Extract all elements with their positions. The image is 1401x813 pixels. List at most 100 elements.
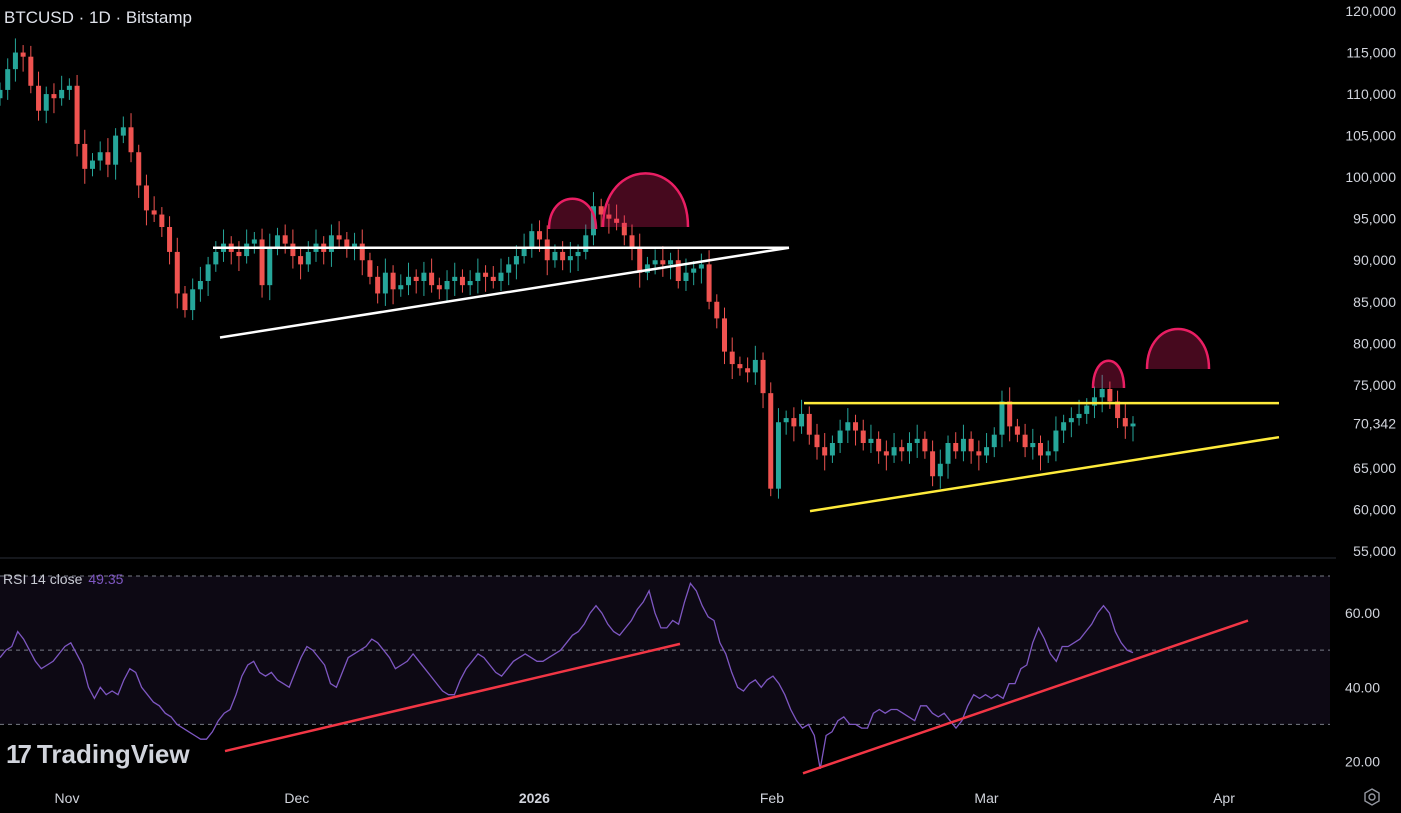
candle-body xyxy=(5,69,11,90)
time-tick-label: Nov xyxy=(55,790,80,806)
candle-body xyxy=(829,443,835,456)
candle-body xyxy=(436,285,442,290)
candle-body xyxy=(128,127,134,153)
price-axis[interactable]: 120,000 115,000 110,000 105,000 100,000 95,00… xyxy=(1340,3,1398,559)
candle-body xyxy=(891,447,897,456)
candle-body xyxy=(683,272,689,281)
candle-body xyxy=(490,276,496,281)
candle-body xyxy=(143,185,149,211)
candle-body xyxy=(267,247,273,286)
candle-body xyxy=(968,438,974,452)
candle-body xyxy=(344,239,350,248)
candle-body xyxy=(467,281,473,286)
candle-body xyxy=(1107,389,1113,402)
candle-body xyxy=(167,227,173,252)
candle-body xyxy=(459,276,465,286)
candle-body xyxy=(28,56,34,86)
candle-body xyxy=(922,438,928,452)
candle-body xyxy=(729,351,735,365)
candle-body xyxy=(1007,401,1013,427)
candle-body xyxy=(937,463,943,477)
tradingview-logo-text: TradingView xyxy=(36,739,190,769)
candle-body xyxy=(668,260,674,265)
pattern-arc xyxy=(1091,359,1126,389)
candle-body xyxy=(575,251,581,257)
candle-body xyxy=(405,276,411,286)
candle-body xyxy=(1091,397,1097,406)
time-tick-label: 2026 xyxy=(519,790,550,806)
candle-body xyxy=(174,251,180,294)
candle-body xyxy=(290,243,296,257)
candle-body xyxy=(752,359,758,373)
pattern-arc-fill xyxy=(549,198,596,229)
candle-body xyxy=(698,264,704,269)
candle-body xyxy=(799,413,805,427)
candle-body xyxy=(783,418,789,423)
rsi-pane[interactable] xyxy=(0,575,1330,775)
candle-body xyxy=(845,422,851,431)
candle-body xyxy=(336,235,342,240)
candle-body xyxy=(382,272,388,294)
pattern-arc xyxy=(1145,328,1211,370)
rsi-legend[interactable]: RSI 14 close 49.35 xyxy=(3,571,123,587)
candle-body xyxy=(298,256,304,265)
candle-body xyxy=(644,264,650,273)
rsi-axis: 60.00 40.00 20.00 xyxy=(1345,605,1380,769)
time-axis[interactable]: Nov Dec 2026 Feb Mar Apr xyxy=(55,790,1236,806)
time-tick-label: Dec xyxy=(284,790,309,806)
candle-body xyxy=(775,422,781,489)
settings-icon[interactable] xyxy=(1363,788,1381,806)
time-tick-label: Apr xyxy=(1213,790,1235,806)
time-tick-label: Feb xyxy=(760,790,784,806)
candle-body xyxy=(814,434,820,448)
candle-body xyxy=(328,235,334,252)
price-tick-label: 115,000 xyxy=(1346,45,1396,61)
candle-body xyxy=(791,418,797,427)
candle-body xyxy=(74,85,80,144)
tradingview-logo[interactable]: 17 TradingView xyxy=(6,739,190,770)
candle-body xyxy=(652,260,658,265)
candle-body xyxy=(483,272,489,277)
candle-body xyxy=(444,281,450,290)
candle-body xyxy=(51,94,57,99)
price-tick-label: 95,000 xyxy=(1353,211,1396,227)
candle-body xyxy=(590,206,596,236)
symbol-title[interactable]: BTCUSD · 1D · Bitstamp xyxy=(4,8,192,27)
candle-body xyxy=(305,251,311,265)
candle-body xyxy=(151,210,157,215)
candle-body xyxy=(1130,423,1136,427)
candle-body xyxy=(953,443,959,452)
candle-body xyxy=(12,52,18,70)
candle-body xyxy=(205,264,211,281)
rsi-trendline xyxy=(224,642,681,753)
candle-body xyxy=(868,438,874,443)
candle-body xyxy=(745,368,751,373)
pattern-arc xyxy=(601,172,690,228)
price-tick-label: 60,000 xyxy=(1353,501,1396,517)
candle-body xyxy=(883,451,889,456)
candle-body xyxy=(182,293,188,311)
rsi-label: RSI 14 close xyxy=(3,571,83,587)
candle-body xyxy=(113,135,119,165)
candle-body xyxy=(475,272,481,281)
candle-body xyxy=(945,443,951,464)
candle-body xyxy=(837,430,843,443)
candle-body xyxy=(274,235,280,248)
candle-body xyxy=(621,222,627,236)
price-tick-label: 105,000 xyxy=(1345,128,1396,144)
time-tick-label: Mar xyxy=(974,790,998,806)
candle-body xyxy=(737,364,743,369)
candle-body xyxy=(583,235,589,252)
triangle-1-lower-line xyxy=(219,246,790,339)
price-tick-label: 65,000 xyxy=(1353,460,1396,476)
candle-body xyxy=(1045,451,1051,456)
candle-body xyxy=(213,251,219,265)
candle-body xyxy=(560,251,566,261)
candle-body xyxy=(706,264,712,302)
candle-body xyxy=(251,239,257,244)
candle-body xyxy=(637,247,643,273)
pattern-arc-fill xyxy=(1093,360,1124,388)
candle-body xyxy=(537,231,543,240)
candle-body xyxy=(1022,434,1028,448)
